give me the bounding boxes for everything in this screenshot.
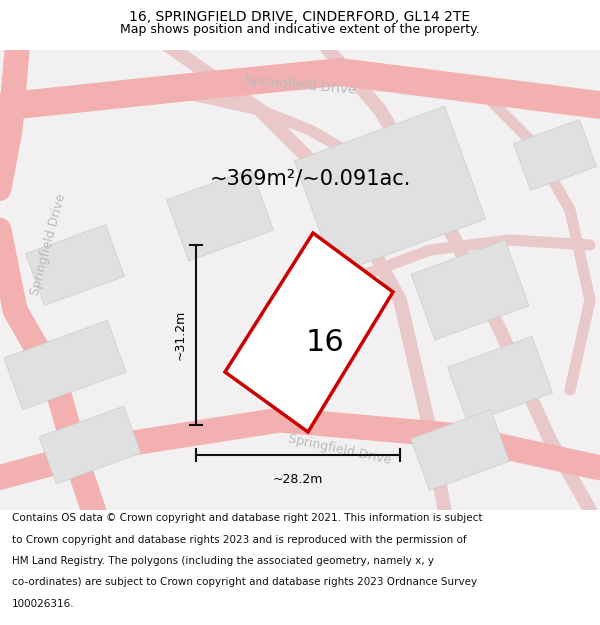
Text: Springfield Drive: Springfield Drive — [287, 432, 393, 468]
Text: HM Land Registry. The polygons (including the associated geometry, namely x, y: HM Land Registry. The polygons (includin… — [12, 556, 434, 566]
Text: Map shows position and indicative extent of the property.: Map shows position and indicative extent… — [120, 23, 480, 36]
Text: 100026316.: 100026316. — [12, 599, 74, 609]
Polygon shape — [39, 406, 141, 484]
Text: 16: 16 — [305, 328, 344, 357]
Text: Springfield Drive: Springfield Drive — [244, 74, 356, 96]
Text: to Crown copyright and database rights 2023 and is reproduced with the permissio: to Crown copyright and database rights 2… — [12, 535, 467, 545]
Text: ~31.2m: ~31.2m — [173, 310, 187, 360]
Polygon shape — [411, 240, 529, 340]
Polygon shape — [514, 119, 596, 191]
Text: co-ordinates) are subject to Crown copyright and database rights 2023 Ordnance S: co-ordinates) are subject to Crown copyr… — [12, 578, 477, 587]
Polygon shape — [295, 106, 485, 274]
Text: Contains OS data © Crown copyright and database right 2021. This information is : Contains OS data © Crown copyright and d… — [12, 514, 482, 524]
Polygon shape — [167, 169, 274, 261]
Text: 16, SPRINGFIELD DRIVE, CINDERFORD, GL14 2TE: 16, SPRINGFIELD DRIVE, CINDERFORD, GL14 … — [130, 10, 470, 24]
Polygon shape — [448, 336, 553, 424]
Polygon shape — [26, 224, 124, 306]
Text: Springfield Drive: Springfield Drive — [28, 192, 68, 298]
Text: ~28.2m: ~28.2m — [273, 473, 323, 486]
Text: ~369m²/~0.091ac.: ~369m²/~0.091ac. — [209, 168, 410, 188]
Polygon shape — [410, 409, 509, 491]
Polygon shape — [225, 233, 393, 432]
Polygon shape — [4, 321, 126, 409]
